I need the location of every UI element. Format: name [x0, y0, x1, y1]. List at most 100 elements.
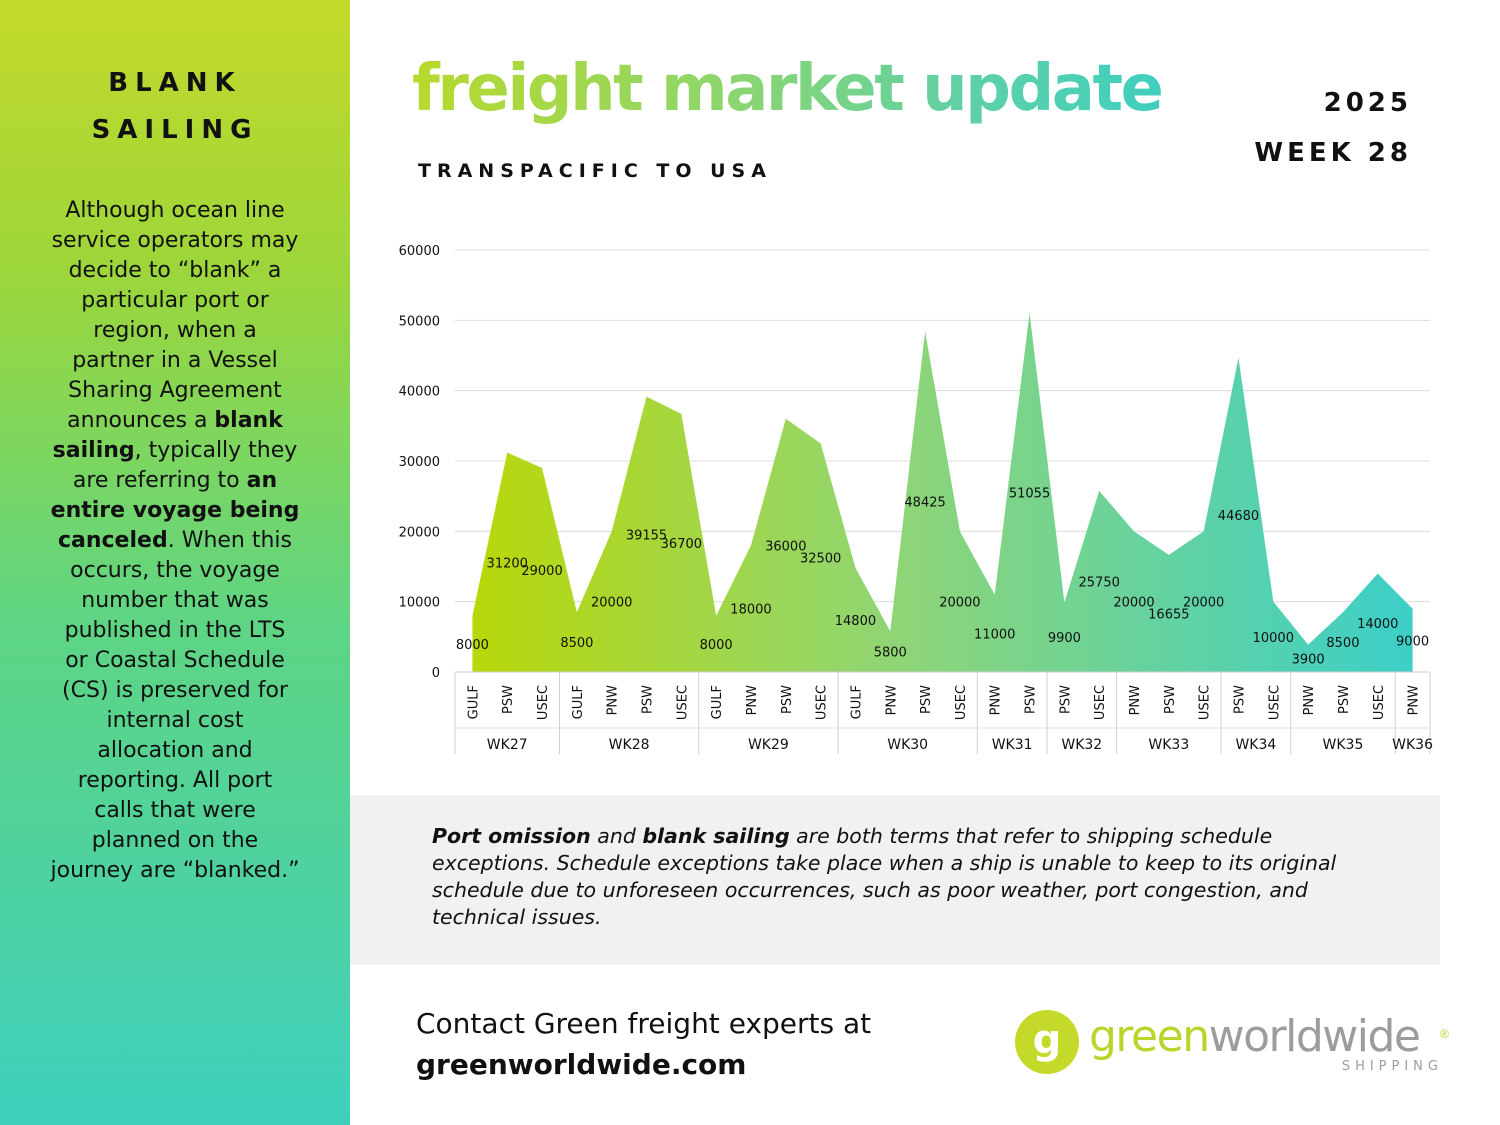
y-tick-label: 60000: [399, 244, 440, 259]
x-tick-port-label: USEC: [1198, 685, 1213, 720]
page-title: freight market update: [412, 52, 1164, 126]
data-label: 8500: [1326, 636, 1359, 651]
x-tick-week-label: WK27: [487, 737, 528, 753]
sidebar-title-line2: SAILING: [91, 115, 259, 145]
x-tick-port-label: GULF: [466, 685, 481, 719]
x-tick-week-label: WK33: [1148, 737, 1189, 753]
freight-rate-area-chart: 0 10000 20000 30000 40000 50000 60000 8000 3120…: [399, 244, 1433, 754]
y-axis-ticks: 0 10000 20000 30000 40000 50000 60000: [399, 244, 440, 681]
x-tick-port-label: USEC: [1267, 685, 1282, 720]
x-tick-port-label: USEC: [536, 685, 551, 720]
sidebar-text-bold: an entire voyage being canceled: [50, 468, 300, 553]
x-tick-port-label: PNW: [884, 685, 899, 716]
company-logo: g greenworldwide ® SHIPPING: [1015, 1005, 1455, 1080]
logo-wordmark: greenworldwide: [1089, 1011, 1421, 1062]
data-label: 39155: [626, 528, 667, 543]
sidebar-text-part: , typically they are referring to: [72, 438, 298, 493]
data-label: 36700: [661, 537, 702, 552]
x-tick-port-label: PSW: [1337, 685, 1352, 714]
x-tick-week-label: WK32: [1061, 737, 1102, 753]
x-tick-port-label: USEC: [675, 685, 690, 720]
data-label: 20000: [591, 596, 632, 611]
definition-box: Port omission and blank sailing are both…: [350, 795, 1440, 965]
y-tick-label: 30000: [399, 455, 440, 470]
data-label: 48425: [904, 496, 945, 511]
report-year: 2025: [1323, 88, 1412, 118]
logo-glyph: g: [1032, 1017, 1062, 1063]
x-tick-port-label: PSW: [1058, 685, 1073, 714]
x-tick-week-label: WK31: [992, 737, 1033, 753]
data-label: 8000: [700, 638, 733, 653]
x-tick-port-label: USEC: [1372, 685, 1387, 720]
x-tick-port-label: USEC: [954, 685, 969, 720]
data-label: 31200: [487, 556, 528, 571]
x-tick-week-label: WK34: [1235, 737, 1276, 753]
data-label: 14000: [1357, 617, 1398, 632]
contact-url-link[interactable]: greenworldwide.com: [416, 1048, 747, 1081]
data-label: 9900: [1048, 631, 1081, 646]
data-label: 8000: [456, 638, 489, 653]
contact-block: Contact Green freight experts at greenwo…: [416, 1003, 871, 1085]
sidebar-title: BLANK SAILING: [0, 60, 350, 154]
sidebar-title-line1: BLANK: [108, 68, 242, 98]
data-label: 36000: [765, 539, 806, 554]
x-tick-port-label: PNW: [606, 685, 621, 716]
x-tick-port-label: PSW: [780, 685, 795, 714]
data-label: 3900: [1292, 652, 1325, 667]
x-tick-port-label: PSW: [501, 685, 516, 714]
x-tick-port-label: PNW: [1302, 685, 1317, 716]
x-tick-port-label: USEC: [1093, 685, 1108, 720]
x-tick-port-label: PSW: [641, 685, 656, 714]
x-tick-port-label: PSW: [919, 685, 934, 714]
x-tick-port-label: USEC: [815, 685, 830, 720]
x-tick-port-label: PSW: [1163, 685, 1178, 714]
data-label: 20000: [939, 596, 980, 611]
logo-subtitle: SHIPPING: [1341, 1059, 1443, 1074]
definition-text: Port omission and blank sailing are both…: [432, 823, 1392, 931]
data-label: 32500: [800, 552, 841, 567]
data-label: 16655: [1148, 607, 1189, 622]
y-tick-label: 40000: [399, 385, 440, 400]
x-tick-week-label: WK28: [609, 737, 650, 753]
data-label: 29000: [521, 564, 562, 579]
data-label: 8500: [560, 636, 593, 651]
sidebar: BLANK SAILING Although ocean line servic…: [0, 0, 350, 1125]
x-tick-week-label: WK35: [1323, 737, 1364, 753]
x-tick-port-label: PNW: [1128, 685, 1143, 716]
definition-part: and: [590, 824, 643, 848]
logo-word-green: green: [1089, 1011, 1210, 1062]
y-tick-label: 20000: [399, 525, 440, 540]
logo-registered-mark: ®: [1440, 1027, 1449, 1041]
x-tick-port-label: PNW: [1407, 685, 1422, 716]
x-tick-port-label: PNW: [989, 685, 1004, 716]
sidebar-text: Although ocean line service operators ma…: [50, 196, 300, 886]
data-label: 11000: [974, 627, 1015, 642]
y-tick-label: 10000: [399, 596, 440, 611]
report-week: WEEK 28: [1254, 138, 1412, 168]
y-tick-label: 0: [432, 666, 440, 681]
definition-term: blank sailing: [642, 824, 790, 848]
x-tick-week-label: WK29: [748, 737, 789, 753]
x-tick-week-label: WK36: [1392, 737, 1433, 753]
sidebar-text-bold: blank sailing: [52, 408, 283, 463]
data-label: 51055: [1009, 486, 1050, 501]
sidebar-text-part: Although ocean line service operators ma…: [51, 198, 299, 433]
sidebar-text-part: . When this occurs, the voyage number th…: [50, 528, 300, 883]
data-label: 9000: [1396, 634, 1429, 649]
x-tick-port-label: PSW: [1024, 685, 1039, 714]
logo-word-worldwide: worldwide: [1208, 1011, 1421, 1062]
x-tick-port-label: PNW: [745, 685, 760, 716]
data-label: 20000: [1183, 596, 1224, 611]
data-label: 5800: [874, 646, 907, 661]
definition-part: are both terms that refer to shipping sc…: [432, 824, 1337, 929]
x-tick-week-label: WK30: [887, 737, 928, 753]
y-tick-label: 50000: [399, 314, 440, 329]
data-label: 25750: [1079, 575, 1120, 590]
x-tick-port-label: PSW: [1232, 685, 1247, 714]
x-tick-port-label: GULF: [571, 685, 586, 719]
data-label: 18000: [730, 603, 771, 618]
definition-term: Port omission: [432, 824, 591, 848]
x-axis: GULF PSW USEC GULF PNW PSW USEC GULF PNW PSW USEC G…: [454, 671, 1433, 754]
logo-circle-icon: g: [1015, 1010, 1079, 1074]
